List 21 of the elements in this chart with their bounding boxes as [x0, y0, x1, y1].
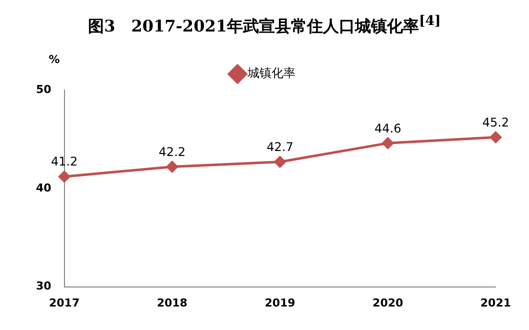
legend-label: 城镇化率: [246, 66, 296, 80]
data-label: 45.2: [482, 115, 510, 130]
x-tick-label: 2017: [48, 296, 80, 310]
data-label: 41.2: [50, 154, 78, 169]
y-axis-title: %: [48, 52, 60, 66]
y-tick-label: 30: [36, 280, 52, 293]
y-tick-label: 40: [36, 181, 52, 194]
point: [382, 137, 394, 149]
point: [490, 131, 502, 143]
x-tick-label: 2021: [480, 296, 512, 310]
data-label: 42.2: [158, 144, 186, 159]
y-tick-label: 50: [36, 82, 52, 96]
point: [58, 170, 70, 182]
point: [274, 156, 286, 168]
x-tick-label: 2019: [264, 296, 296, 310]
data-label: 42.7: [266, 140, 294, 154]
data-label: 44.6: [374, 121, 402, 136]
x-tick-label: 2020: [372, 296, 404, 310]
chart-title: 图3 2017-2021年武宣县常住人口城镇化率$^{[4]}$: [87, 12, 442, 38]
x-tick-label: 2018: [156, 296, 188, 310]
point: [166, 161, 178, 172]
